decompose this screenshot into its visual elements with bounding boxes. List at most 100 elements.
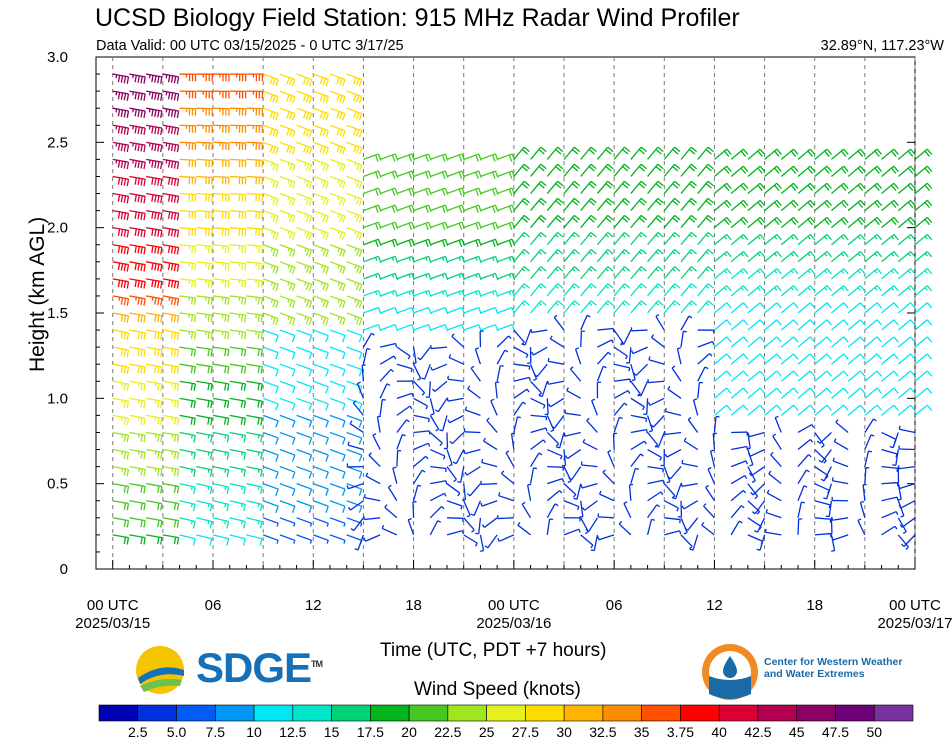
- wind-barb: [463, 187, 479, 195]
- barb-flag: [910, 182, 916, 190]
- barb-flag: [342, 130, 346, 138]
- wind-barb: [647, 300, 659, 314]
- barb-half-flag: [337, 196, 341, 201]
- wind-barb: [279, 517, 296, 524]
- wind-barb: [496, 187, 513, 195]
- barb-flag: [793, 148, 799, 155]
- barb-flag: [355, 248, 360, 256]
- barb-half-flag: [666, 480, 671, 484]
- barb-flag: [640, 180, 647, 187]
- wind-barb: [313, 141, 329, 149]
- barb-flag: [759, 319, 766, 326]
- barb-flag: [126, 76, 130, 84]
- barb-flag: [857, 150, 864, 157]
- barb-flag: [557, 146, 564, 153]
- wind-barb: [530, 249, 542, 263]
- barb-flag: [137, 195, 140, 203]
- barb-flag: [907, 184, 914, 191]
- barb-flag: [193, 349, 197, 357]
- barb-flag: [291, 198, 296, 206]
- barb-flag: [190, 314, 194, 322]
- wind-barb: [496, 306, 513, 314]
- barb-half-flag: [270, 196, 274, 201]
- barb-flag: [705, 217, 712, 223]
- barb-half-flag: [121, 451, 124, 455]
- barb-flag: [458, 240, 463, 248]
- barb-half-flag: [688, 315, 693, 319]
- barb-flag: [134, 211, 137, 219]
- wind-barb: [513, 232, 525, 246]
- wind-barb: [279, 312, 296, 320]
- wind-barb: [881, 233, 895, 246]
- barb-flag: [840, 201, 847, 209]
- barb-flag: [523, 180, 530, 187]
- barb-flag: [154, 126, 157, 135]
- barb-flag: [305, 163, 310, 171]
- barb-flag: [840, 184, 847, 191]
- barb-flag: [325, 130, 329, 138]
- wind-barb: [680, 232, 692, 246]
- barb-half-flag: [326, 540, 329, 544]
- wind-barb: [663, 483, 676, 497]
- barb-flag: [690, 300, 698, 306]
- barb-flag: [137, 75, 140, 83]
- barb-half-flag: [824, 270, 828, 274]
- barb-flag: [571, 200, 579, 206]
- wind-barb: [901, 517, 916, 528]
- wind-barb: [262, 534, 279, 541]
- barb-half-flag: [580, 484, 583, 489]
- barb-flag: [259, 538, 263, 546]
- wind-barb: [496, 238, 513, 246]
- barb-flag: [655, 148, 662, 155]
- wind-barb: [697, 340, 713, 348]
- barb-flag: [126, 520, 130, 528]
- barb-flag: [123, 502, 127, 510]
- wind-barb: [246, 397, 263, 402]
- barb-half-flag: [622, 268, 626, 272]
- wind-barb: [663, 163, 676, 177]
- wind-barb: [864, 418, 875, 433]
- barb-flag: [342, 79, 346, 87]
- x-tick-label: 18: [405, 597, 422, 614]
- barb-flag: [375, 205, 379, 213]
- barb-flag: [193, 366, 197, 374]
- wind-barb: [881, 431, 897, 440]
- wind-barb: [582, 441, 598, 451]
- barb-flag: [776, 319, 782, 326]
- barb-flag: [726, 199, 732, 207]
- wind-barb: [346, 261, 362, 268]
- wind-barb: [899, 483, 916, 490]
- barb-flag: [191, 228, 194, 236]
- wind-barb: [396, 306, 413, 314]
- wind-barb: [797, 387, 811, 399]
- barb-flag: [742, 302, 749, 309]
- wind-barb: [313, 107, 329, 115]
- wind-barb: [379, 399, 383, 416]
- barb-flag: [223, 400, 227, 408]
- barb-flag: [358, 232, 363, 240]
- barb-half-flag: [517, 416, 521, 419]
- barb-flag: [843, 302, 849, 309]
- wind-barb: [647, 249, 659, 263]
- barb-half-flag: [270, 299, 274, 303]
- barb-flag: [143, 144, 146, 153]
- barb-flag: [123, 434, 127, 442]
- barb-half-flag: [874, 270, 878, 274]
- barb-flag: [173, 263, 177, 272]
- barb-half-flag: [807, 287, 811, 291]
- wind-barb: [892, 432, 899, 448]
- barb-half-flag: [508, 335, 512, 339]
- wind-barb: [731, 445, 747, 451]
- wind-barb: [112, 534, 129, 539]
- wind-barb: [529, 363, 538, 380]
- wind-barb: [747, 268, 761, 280]
- wind-barb: [379, 323, 396, 331]
- barb-half-flag: [309, 523, 313, 527]
- sdge-wordmark-text: SDGE: [196, 644, 312, 691]
- barb-half-flag: [588, 285, 593, 289]
- barb-half-flag: [723, 270, 728, 274]
- barb-flag: [190, 366, 194, 374]
- barb-flag: [137, 212, 140, 220]
- barb-flag: [325, 79, 329, 87]
- wind-barb: [623, 329, 632, 345]
